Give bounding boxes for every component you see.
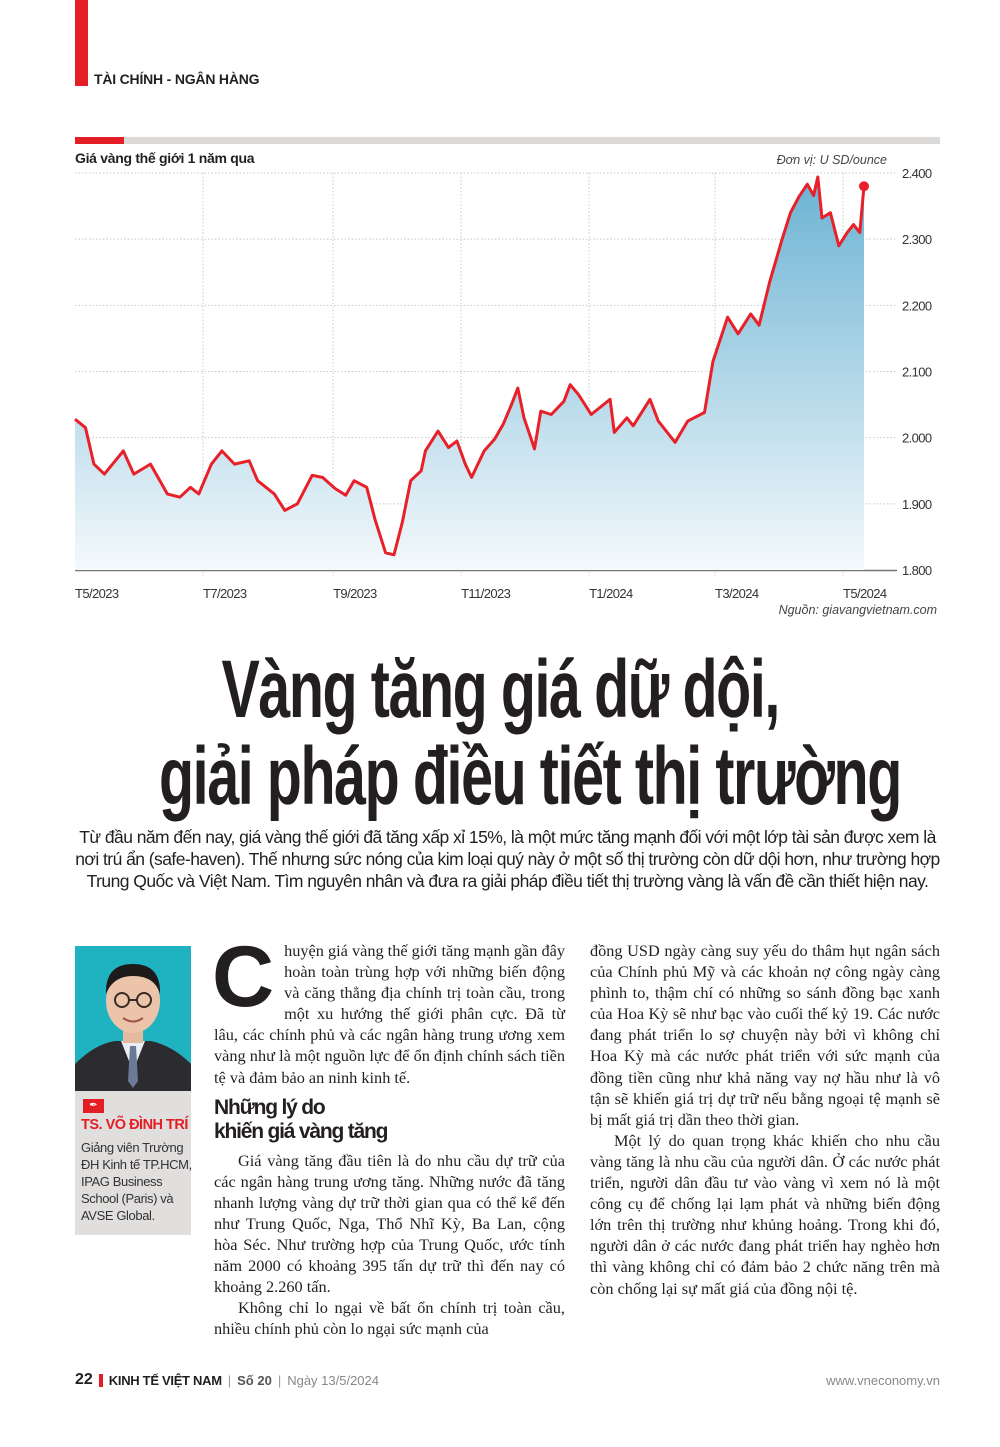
x-tick-label: T7/2023 — [203, 586, 247, 601]
article-lead: Từ đầu năm đến nay, giá vàng thế giới đã… — [75, 827, 940, 891]
gold-price-chart: 2.400 2.300 2.200 2.100 2.000 1.900 1.800 T5/20… — [74, 166, 933, 601]
chart-top-rule-accent — [75, 137, 124, 144]
issue-number: Số 20 — [237, 1372, 272, 1388]
section-accent-bar — [75, 0, 88, 86]
x-tick-label: T3/2024 — [715, 586, 759, 601]
y-tick-label: 1.800 — [902, 563, 932, 578]
footer-accent-bar — [98, 1373, 103, 1387]
chart-title: Giá vàng thế giới 1 năm qua — [75, 150, 255, 166]
headline-text-2: giải pháp điều tiết thị trường — [158, 731, 902, 822]
paragraph-3-continued: đồng USD ngày càng suy yếu do thâm hụt n… — [590, 941, 940, 1129]
website-link[interactable]: www.vneconomy.vn — [826, 1373, 940, 1388]
chart-top-rule — [75, 137, 940, 144]
paragraph-4: Một lý do quan trọng khác khiến cho nhu … — [590, 1130, 940, 1298]
x-tick-label: T5/2024 — [843, 586, 887, 601]
y-tick-label: 2.100 — [902, 365, 932, 380]
y-tick-label: 2.400 — [902, 166, 932, 181]
author-box — [75, 1091, 191, 1235]
separator: | — [227, 1372, 232, 1388]
issue-date: Ngày 13/5/2024 — [287, 1372, 379, 1388]
subheading-line-2: khiến giá vàng tăng — [214, 1119, 388, 1143]
chart-source: Nguồn: giavangvietnam.com — [778, 603, 937, 617]
headline-line-1: Vàng tăng giá dữ dội, — [0, 643, 1000, 737]
page-number: 22 — [75, 1371, 93, 1388]
chart-unit: Đơn vị: U SD/ounce — [776, 153, 887, 167]
x-tick-label: T9/2023 — [333, 586, 377, 601]
author-photo — [75, 946, 191, 1091]
subheading: Những lý do khiến giá vàng tăng — [214, 1096, 565, 1144]
price-line — [74, 175, 866, 557]
paragraph-3-start: Không chỉ lo ngại về bất ổn chính trị to… — [214, 1298, 565, 1339]
pen-nib-icon: ✒ — [83, 1099, 104, 1113]
price-area — [75, 177, 864, 570]
author-name: TS. VÕ ĐÌNH TRÍ — [81, 1117, 188, 1133]
subheading-line-1: Những lý do — [214, 1095, 326, 1119]
paragraph-2: Giá vàng tăng đầu tiên là do nhu cầu dự … — [214, 1150, 565, 1297]
headline-text-1: Vàng tăng giá dữ dội, — [221, 644, 780, 735]
article-column-2: đồng USD ngày càng suy yếu do thâm hụt n… — [590, 940, 940, 1299]
x-tick-label: T1/2024 — [589, 586, 633, 601]
separator: | — [277, 1372, 282, 1388]
y-tick-label: 2.300 — [902, 232, 932, 247]
author-role: Giảng viên Trường ĐH Kinh tế TP.HCM, IPA… — [81, 1140, 192, 1223]
headline-line-2: giải pháp điều tiết thị trường — [0, 730, 1000, 824]
latest-price-marker — [858, 181, 869, 192]
y-tick-label: 2.200 — [902, 298, 932, 313]
y-tick-label: 1.900 — [902, 497, 932, 512]
drop-cap: C — [212, 929, 275, 1025]
paragraph-1: huyện giá vàng thế giới tăng mạnh gần đâ… — [214, 941, 565, 1087]
magazine-name: KINH TẾ VIỆT NAM — [108, 1372, 222, 1388]
section-label: TÀI CHÍNH - NGÂN HÀNG — [94, 71, 260, 87]
y-tick-label: 2.000 — [902, 431, 932, 446]
x-tick-label: T11/2023 — [461, 586, 511, 601]
page-footer: 22 KINH TẾ VIỆT NAM | Số 20 | Ngày 13/5/… — [75, 1371, 379, 1389]
x-tick-label: T5/2023 — [75, 586, 119, 601]
